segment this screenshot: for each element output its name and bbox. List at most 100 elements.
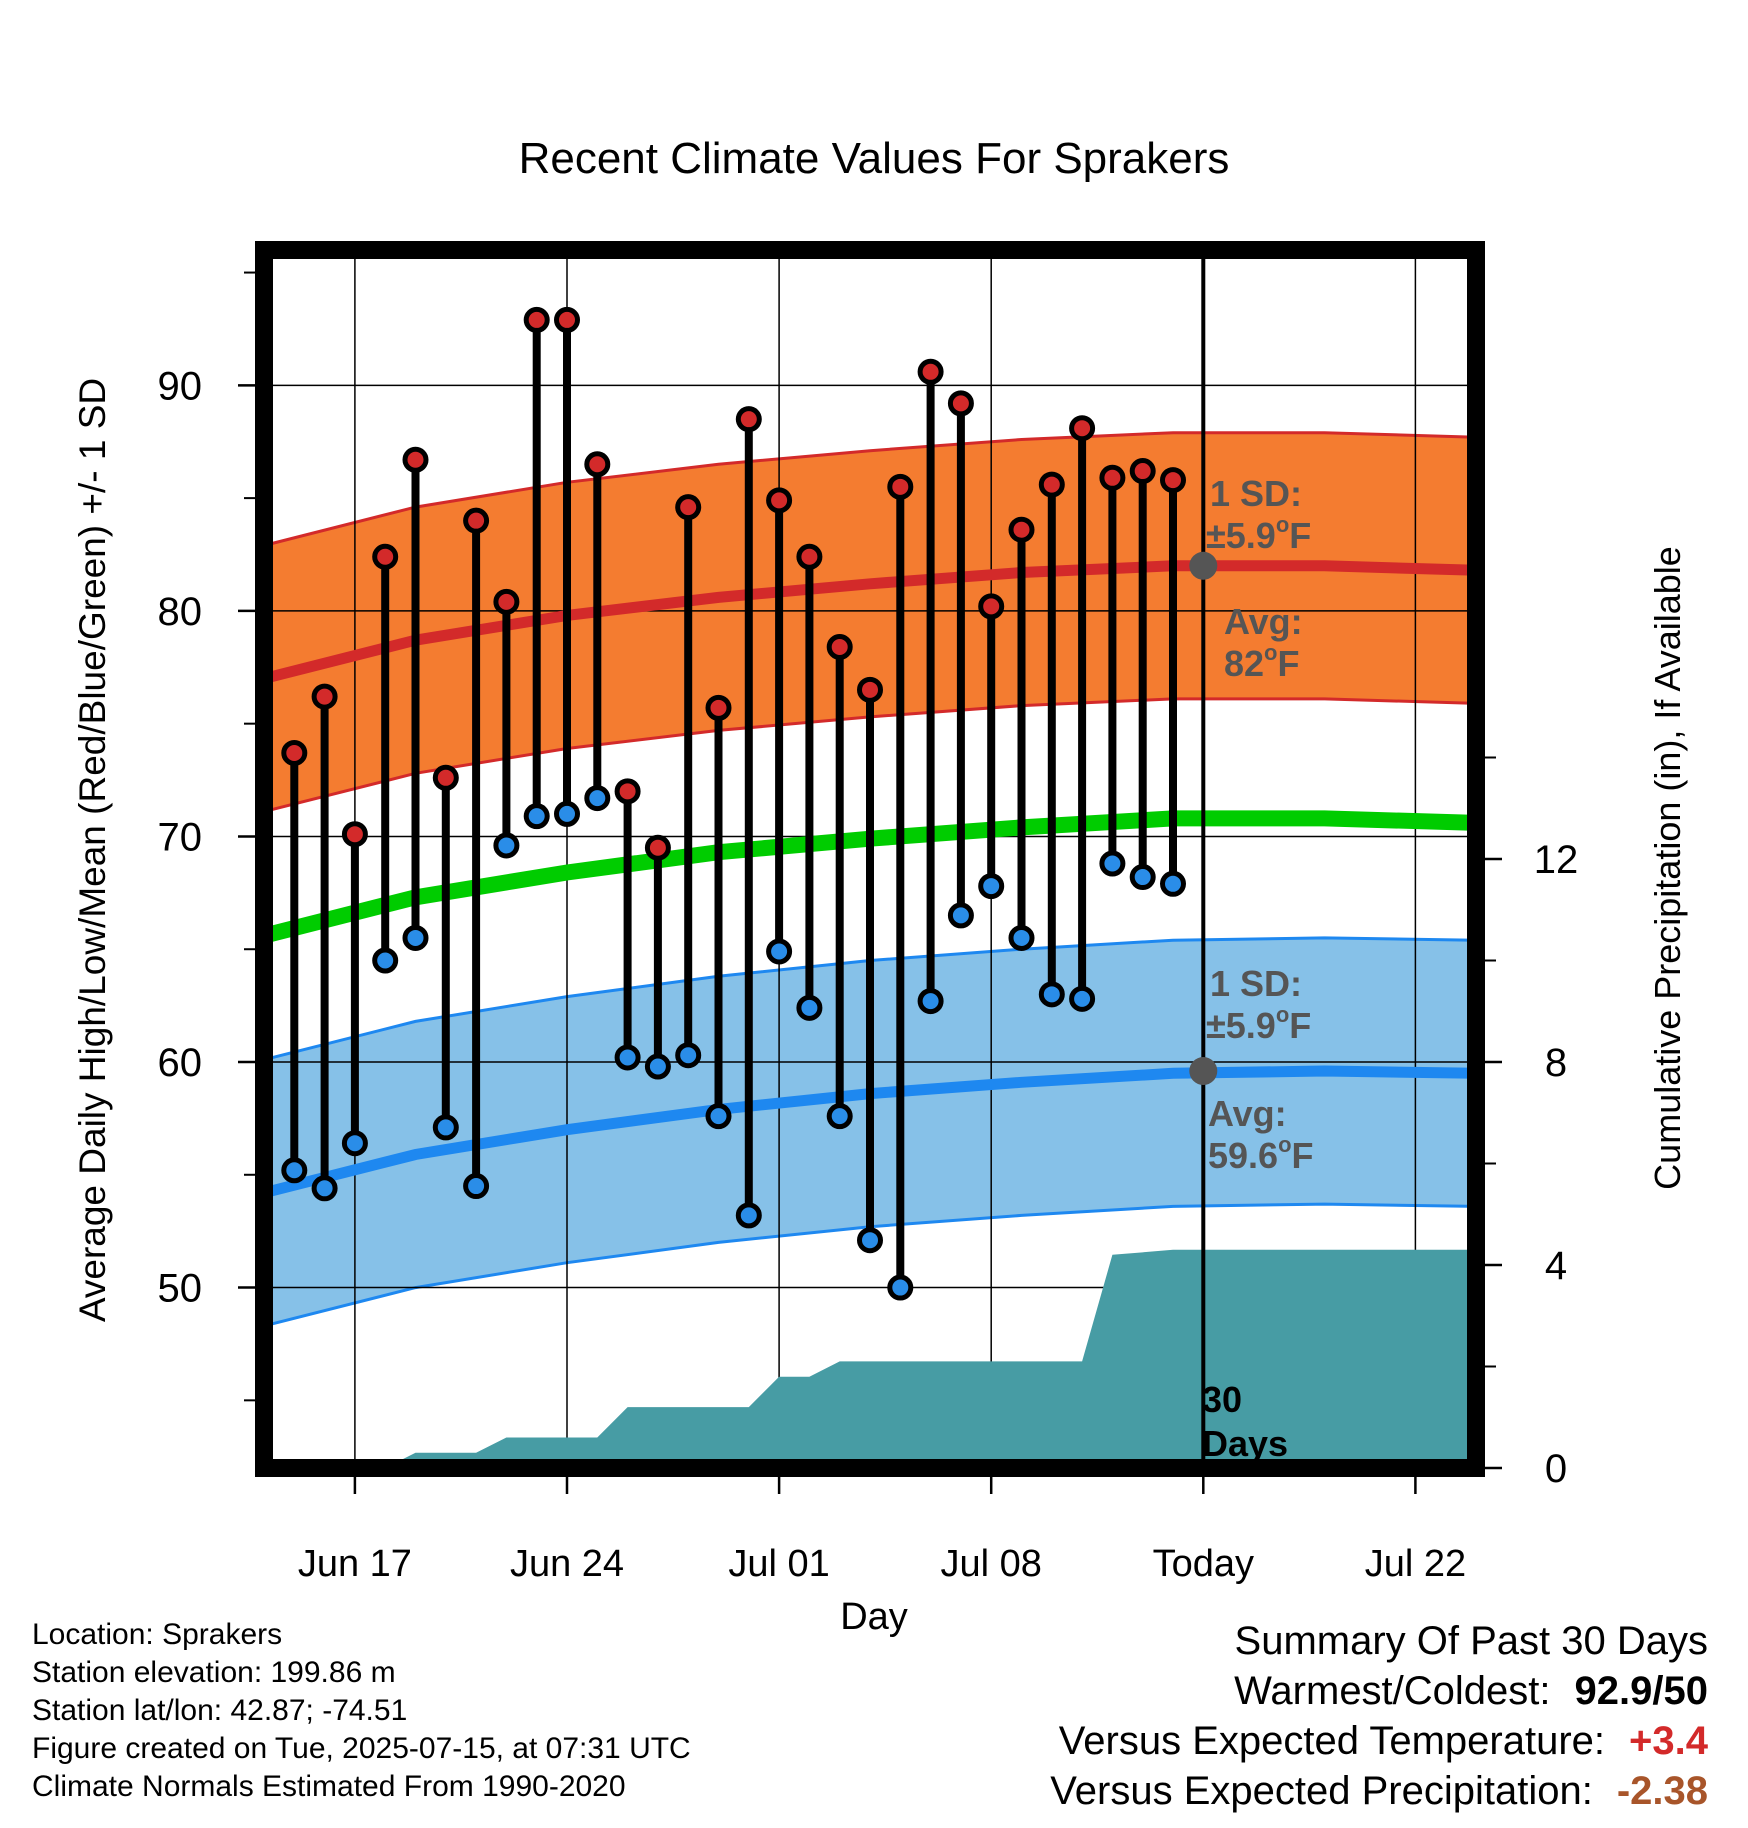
- daily-high-marker: [644, 834, 671, 861]
- daily-low-marker: [372, 947, 399, 974]
- summary-panel: Summary Of Past 30 Days Warmest/Coldest:…: [1050, 1616, 1708, 1816]
- daily-high-marker: [523, 306, 550, 333]
- daily-high-marker: [1129, 458, 1156, 485]
- daily-low-marker: [432, 1114, 459, 1141]
- daily-low-marker: [281, 1157, 308, 1184]
- daily-high-marker: [887, 473, 914, 500]
- daily-high-marker: [341, 821, 368, 848]
- daily-high-marker: [372, 543, 399, 570]
- location-text: Location: Sprakers: [32, 1618, 283, 1651]
- x-tick-label: Jun 17: [298, 1543, 412, 1585]
- daily-high-marker: [766, 487, 793, 514]
- low-sd-value: ±5.9oF: [1206, 1002, 1311, 1046]
- high-band-upper-edge: [263, 431, 1477, 547]
- today-low-avg-marker: [1189, 1057, 1218, 1086]
- daily-low-marker: [796, 994, 823, 1021]
- low-avg-label: Avg:: [1208, 1093, 1287, 1134]
- daily-low-marker: [857, 1227, 883, 1254]
- created-text: Figure created on Tue, 2025-07-15, at 07…: [32, 1732, 691, 1765]
- high-avg-label: Avg:: [1224, 601, 1303, 642]
- y-axis-label: Average Daily High/Low/Mean (Red/Blue/Gr…: [72, 378, 113, 1322]
- warmest-label: Warmest/Coldest:: [1234, 1669, 1551, 1713]
- x-tick-label: Jul 22: [1365, 1543, 1466, 1585]
- low-sd-label: 1 SD:: [1210, 963, 1302, 1004]
- today-high-avg-marker: [1189, 551, 1218, 580]
- high-avg-value: 82oF: [1224, 640, 1300, 684]
- precip-days-label-2: Days: [1202, 1423, 1288, 1464]
- high-sd-label: 1 SD:: [1210, 473, 1302, 514]
- daily-low-marker: [402, 924, 429, 951]
- daily-high-marker: [917, 358, 944, 385]
- daily-low-marker: [1099, 850, 1126, 877]
- normals-text: Climate Normals Estimated From 1990-2020: [32, 1770, 626, 1803]
- x-tick-label: Jul 01: [728, 1543, 829, 1585]
- daily-high-marker: [281, 739, 308, 766]
- daily-high-marker: [402, 446, 429, 473]
- station-info: Location: Sprakers Station elevation: 19…: [32, 1616, 691, 1806]
- temp-anomaly-label: Versus Expected Temperature:: [1058, 1719, 1606, 1763]
- daily-high-marker: [311, 683, 338, 710]
- precip-anomaly-label: Versus Expected Precipitation:: [1050, 1769, 1593, 1813]
- daily-high-marker: [978, 593, 1005, 620]
- y-tick-label: 80: [158, 590, 203, 634]
- x-tick-label: Jul 08: [940, 1543, 1041, 1585]
- daily-low-marker: [887, 1274, 914, 1301]
- daily-high-marker: [1160, 467, 1186, 494]
- daily-low-marker: [493, 832, 520, 859]
- y2-tick-label: 0: [1545, 1447, 1567, 1491]
- daily-high-marker: [947, 390, 974, 417]
- daily-low-marker: [463, 1173, 490, 1200]
- daily-high-marker: [1069, 415, 1096, 442]
- daily-low-marker: [978, 873, 1005, 900]
- low-avg-value: 59.6oF: [1208, 1132, 1314, 1176]
- daily-high-marker: [584, 451, 611, 478]
- daily-low-marker: [826, 1103, 853, 1130]
- daily-high-marker: [554, 306, 580, 333]
- daily-low-marker: [614, 1044, 641, 1071]
- summary-title: Summary Of Past 30 Days: [1234, 1619, 1708, 1663]
- daily-low-marker: [1129, 864, 1156, 891]
- daily-low-marker: [1160, 870, 1186, 897]
- daily-low-marker: [705, 1103, 732, 1130]
- chart-title: Recent Climate Values For Sprakers: [519, 134, 1230, 183]
- daily-low-marker: [1069, 985, 1096, 1012]
- x-axis-label: Day: [840, 1596, 908, 1638]
- y2-tick-label: 8: [1545, 1041, 1567, 1085]
- daily-low-marker: [1008, 924, 1035, 951]
- daily-low-marker: [917, 988, 944, 1015]
- normal-high-line: [262, 560, 1477, 684]
- daily-low-marker: [341, 1130, 368, 1157]
- daily-low-marker: [311, 1175, 338, 1202]
- daily-high-marker: [705, 694, 732, 721]
- daily-high-marker: [614, 778, 641, 805]
- daily-low-marker: [554, 800, 580, 827]
- daily-low-marker: [675, 1042, 702, 1069]
- y2-axis-label: Cumulative Precipitation (in), If Availa…: [1647, 546, 1688, 1190]
- daily-high-marker: [463, 507, 490, 534]
- y-tick-label: 70: [158, 815, 203, 859]
- y2-tick-label: 12: [1534, 838, 1579, 882]
- y-tick-label: 50: [158, 1267, 203, 1311]
- daily-low-marker: [1038, 981, 1065, 1008]
- warmest-value: 92.9/50: [1574, 1669, 1708, 1713]
- daily-low-marker: [523, 803, 550, 830]
- daily-high-marker: [1099, 464, 1126, 491]
- daily-high-marker: [1038, 471, 1065, 498]
- daily-low-marker: [766, 938, 793, 965]
- precip-days-label-1: 30: [1202, 1379, 1242, 1420]
- plot-frame: [255, 241, 1485, 1477]
- daily-high-marker: [675, 494, 702, 521]
- daily-high-marker: [735, 406, 762, 433]
- precip-anomaly-value: -2.38: [1616, 1769, 1708, 1813]
- elevation-text: Station elevation: 199.86 m: [32, 1656, 396, 1689]
- daily-high-marker: [493, 588, 520, 615]
- daily-low-marker: [947, 902, 974, 929]
- daily-high-marker: [796, 543, 823, 570]
- high-sd-value: ±5.9oF: [1206, 512, 1311, 556]
- daily-low-marker: [644, 1053, 671, 1080]
- precip-area: [264, 1249, 1476, 1468]
- daily-high-marker: [432, 764, 459, 791]
- daily-high-marker: [826, 633, 853, 660]
- temp-anomaly-value: +3.4: [1629, 1719, 1708, 1763]
